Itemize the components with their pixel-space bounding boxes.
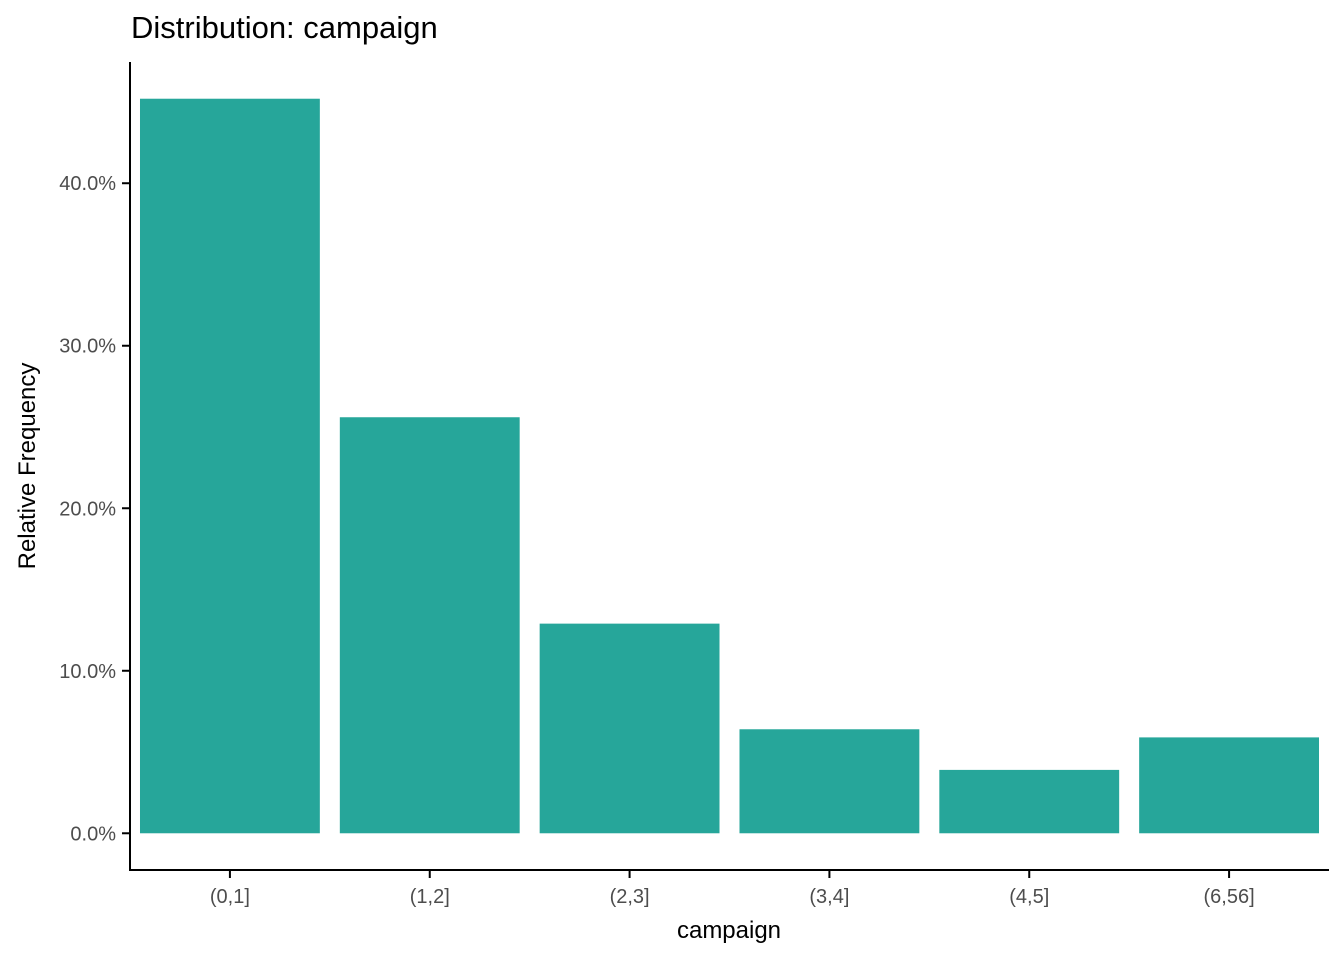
x-axis-title: campaign bbox=[677, 917, 781, 944]
chart-title: Distribution: campaign bbox=[131, 10, 438, 45]
y-tick-label: 40.0% bbox=[59, 173, 116, 195]
x-tick-label: (2,3] bbox=[610, 886, 650, 908]
bar bbox=[739, 729, 920, 834]
bar bbox=[539, 623, 720, 834]
y-tick-label: 0.0% bbox=[70, 823, 116, 845]
y-axis-title: Relative Frequency bbox=[14, 363, 41, 570]
x-tick-label: (0,1] bbox=[210, 886, 250, 908]
x-tick-label: (1,2] bbox=[410, 886, 450, 908]
y-tick-label: 10.0% bbox=[59, 661, 116, 683]
bar bbox=[939, 769, 1120, 834]
bar bbox=[339, 417, 520, 834]
y-tick-label: 20.0% bbox=[59, 498, 116, 520]
x-axis-ticks: (0,1] (1,2] (2,3] (3,4] (4,5] (6,56] bbox=[210, 870, 1255, 908]
bar bbox=[139, 98, 320, 834]
x-tick-label: (4,5] bbox=[1009, 886, 1049, 908]
bars-group bbox=[139, 98, 1320, 834]
bar bbox=[1139, 737, 1320, 834]
y-axis-ticks: 0.0% 10.0% 20.0% 30.0% 40.0% bbox=[59, 173, 130, 845]
y-tick-label: 30.0% bbox=[59, 336, 116, 358]
x-tick-label: (6,56] bbox=[1204, 886, 1255, 908]
x-tick-label: (3,4] bbox=[809, 886, 849, 908]
